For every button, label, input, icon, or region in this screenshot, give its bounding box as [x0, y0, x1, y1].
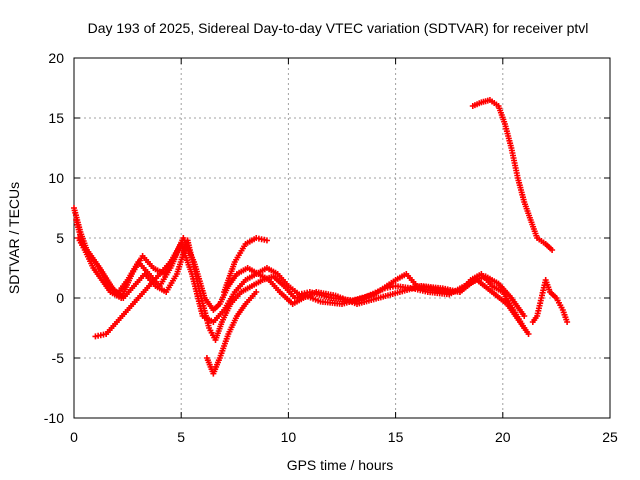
y-axis-title: SDTVAR / TECUs	[6, 182, 22, 294]
series-track-6	[221, 235, 270, 295]
series-track-4	[92, 241, 185, 340]
data-point	[564, 319, 571, 325]
series-track-1	[71, 205, 528, 331]
data-point	[253, 289, 260, 295]
data-point	[521, 313, 528, 319]
series-track-8	[529, 277, 571, 325]
y-tick-label: 10	[48, 170, 64, 186]
y-tick-label: 5	[56, 230, 64, 246]
series-track-5	[203, 289, 260, 377]
grid-layer	[74, 58, 610, 418]
x-tick-label: 5	[177, 429, 185, 445]
y-tick-label: -10	[44, 410, 64, 426]
x-axis-title: GPS time / hours	[287, 457, 394, 473]
data-point	[525, 331, 532, 337]
series-track-3	[75, 235, 528, 319]
series-track-2	[73, 217, 532, 343]
x-tick-label: 0	[70, 429, 78, 445]
x-tick-label: 25	[602, 429, 618, 445]
data-point	[549, 247, 556, 253]
tick-layer: 0 5 10 15 20 25 -10 -5 0 5 10 15 20	[44, 50, 618, 445]
data-point	[263, 237, 270, 244]
chart-title: Day 193 of 2025, Sidereal Day-to-day VTE…	[88, 20, 589, 36]
y-tick-label: 15	[48, 110, 64, 126]
y-tick-label: 0	[56, 290, 64, 306]
y-tick-label: -5	[52, 350, 65, 366]
data-point	[178, 241, 185, 247]
x-tick-label: 15	[388, 429, 404, 445]
data-layer	[71, 97, 571, 377]
x-tick-label: 10	[281, 429, 297, 445]
y-tick-label: 20	[48, 50, 64, 66]
series-track-7	[469, 97, 556, 253]
x-tick-label: 20	[495, 429, 511, 445]
